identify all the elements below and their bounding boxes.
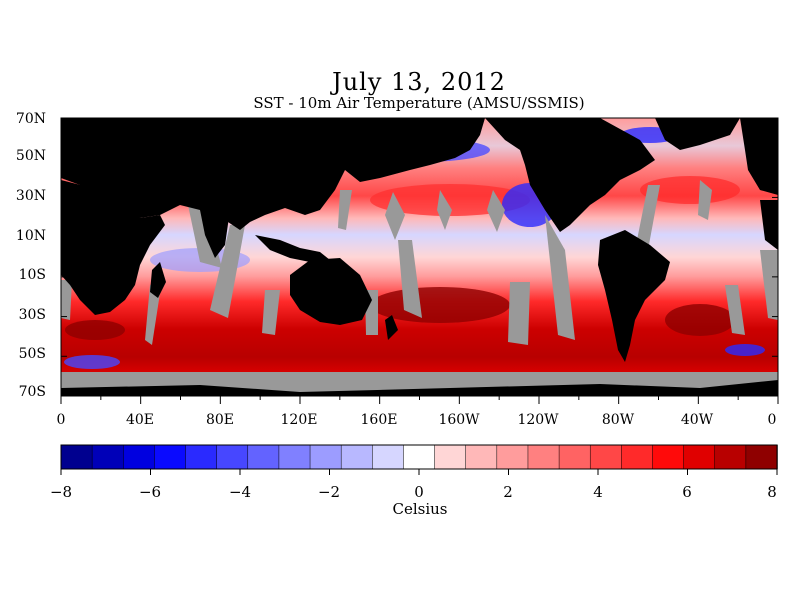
colorbar-swatch xyxy=(558,444,591,470)
lon-label-0-east: 0 xyxy=(767,412,777,428)
colorbar-swatch xyxy=(527,444,560,470)
cold-anomaly-weddell xyxy=(725,344,765,356)
colorbar-swatch xyxy=(185,444,218,470)
colorbar-label-m4: −4 xyxy=(228,483,252,501)
antarctica-land xyxy=(61,380,778,396)
colorbar-swatch xyxy=(216,444,249,470)
colorbar-swatch xyxy=(154,444,187,470)
se-asia-islands xyxy=(255,235,330,262)
colorbar-label-2: 2 xyxy=(503,483,513,501)
lon-label-120w: 120W xyxy=(517,412,559,428)
lat-label-10s: 10S xyxy=(18,267,46,283)
longitude-ticks xyxy=(60,396,779,404)
colorbar xyxy=(60,444,778,470)
colorbar-swatch xyxy=(247,444,280,470)
land-masses xyxy=(61,118,778,396)
colorbar-label-m8: −8 xyxy=(49,483,73,501)
lat-label-10n: 10N xyxy=(15,228,46,244)
colorbar-swatch xyxy=(714,444,747,470)
south-america-land xyxy=(598,230,670,362)
colorbar-swatch xyxy=(123,444,156,470)
europe-land-east xyxy=(740,118,778,195)
colorbar-swatch xyxy=(621,444,654,470)
colorbar-label-8: 8 xyxy=(767,483,777,501)
cold-anomaly-southern xyxy=(64,355,120,369)
map-subtitle: SST - 10m Air Temperature (AMSU/SSMIS) xyxy=(253,94,585,112)
lat-label-50n: 50N xyxy=(15,148,46,164)
lat-label-30n: 30N xyxy=(15,188,46,204)
lon-label-40e: 40E xyxy=(125,412,155,428)
colorbar-swatch xyxy=(745,444,778,470)
colorbar-swatch xyxy=(91,444,125,470)
colorbar-label-0: 0 xyxy=(414,483,424,501)
colorbar-swatch xyxy=(652,444,685,470)
warm-anomaly-south-atlantic xyxy=(665,304,735,336)
colorbar-ticks xyxy=(60,469,778,475)
colorbar-label-m2: −2 xyxy=(317,483,341,501)
india-land xyxy=(200,210,230,258)
lon-label-160e: 160E xyxy=(360,412,398,428)
colorbar-swatch xyxy=(434,444,467,470)
madagascar-land xyxy=(150,262,166,298)
warm-anomaly-north-atlantic xyxy=(640,176,740,204)
lon-label-120e: 120E xyxy=(280,412,318,428)
australia-land xyxy=(290,258,372,325)
lat-label-50s: 50S xyxy=(18,346,46,362)
warm-anomaly-agulhas xyxy=(65,320,125,340)
north-america-land xyxy=(485,118,655,232)
lon-label-160w: 160W xyxy=(438,412,480,428)
eurasia-land xyxy=(61,118,485,230)
colorbar-swatch xyxy=(340,444,374,470)
lon-label-80e: 80E xyxy=(205,412,235,428)
lon-label-80w: 80W xyxy=(601,412,635,428)
colorbar-label-4: 4 xyxy=(593,483,603,501)
colorbar-units: Celsius xyxy=(392,500,448,518)
colorbar-swatch xyxy=(403,444,436,470)
colorbar-swatch xyxy=(309,444,342,470)
lat-label-70s: 70S xyxy=(18,384,46,400)
map-title: July 13, 2012 xyxy=(332,68,506,96)
lon-label-40w: 40W xyxy=(680,412,714,428)
colorbar-swatch xyxy=(683,444,716,470)
colorbar-swatch xyxy=(372,444,405,470)
lon-label-0: 0 xyxy=(56,412,66,428)
latitude-ticks xyxy=(61,117,778,397)
colorbar-swatch xyxy=(465,444,498,470)
new-zealand-land xyxy=(385,315,398,340)
colorbar-label-m6: −6 xyxy=(138,483,162,501)
map-field xyxy=(61,118,778,396)
colorbar-swatch xyxy=(496,444,529,470)
colorbar-swatch xyxy=(60,444,93,470)
lat-label-70n: 70N xyxy=(15,111,46,127)
colorbar-swatch xyxy=(278,444,311,470)
lat-label-30s: 30S xyxy=(18,307,46,323)
colorbar-label-6: 6 xyxy=(682,483,692,501)
colorbar-swatch xyxy=(589,444,623,470)
africa-land xyxy=(61,180,165,315)
greenland-land xyxy=(655,118,740,150)
